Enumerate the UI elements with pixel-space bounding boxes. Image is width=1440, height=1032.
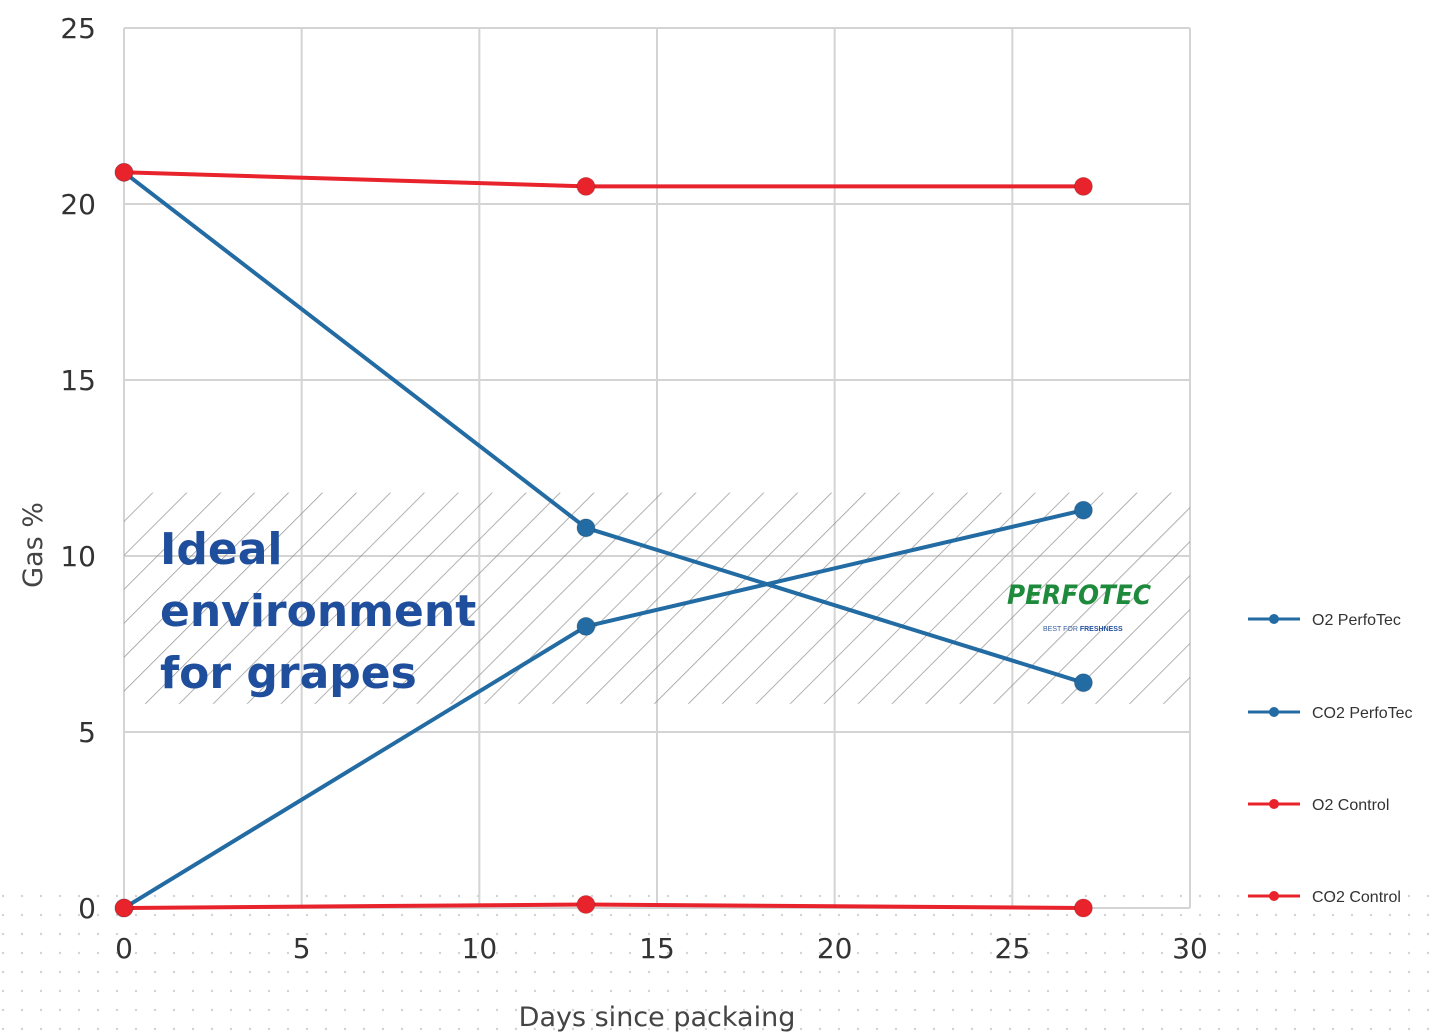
legend-marker-3	[1269, 891, 1279, 901]
series-2	[114, 162, 1093, 196]
x-tick-label-3: 15	[639, 932, 675, 965]
x-tick-label-2: 10	[462, 932, 498, 965]
legend-label-0: O2 PerfoTec	[1312, 612, 1401, 629]
x-tick-label-1: 5	[293, 932, 311, 965]
logo-tagline: BEST FOR FRESHNESS	[1043, 626, 1123, 633]
series-3-point-0	[114, 898, 134, 918]
zone-label-line-1: Ideal	[160, 524, 282, 575]
zone-label-line-2: environment	[160, 586, 476, 637]
legend-item-1: CO2 PerfoTec	[1248, 705, 1412, 722]
legend: O2 PerfoTec CO2 PerfoTec O2 Control CO2 Con…	[1248, 612, 1412, 906]
legend-marker-0	[1269, 614, 1279, 624]
series-lines	[114, 162, 1093, 918]
x-tick-label-0: 0	[115, 932, 133, 965]
y-axis-title: Gas %	[18, 502, 49, 588]
legend-label-2: O2 Control	[1312, 797, 1389, 814]
zone-label-line-3: for grapes	[160, 648, 417, 699]
series-0-point-2	[1073, 673, 1093, 693]
series-1-point-2	[1073, 500, 1093, 520]
series-2-point-2	[1073, 176, 1093, 196]
legend-label-3: CO2 Control	[1312, 889, 1401, 906]
legend-marker-1	[1269, 707, 1279, 717]
legend-item-3: CO2 Control	[1248, 889, 1401, 906]
logo-wordmark: PERFOTEC	[1007, 580, 1151, 611]
series-0-point-1	[576, 518, 596, 538]
legend-item-2: O2 Control	[1248, 797, 1389, 814]
y-tick-label-0: 0	[78, 892, 96, 925]
y-tick-label-2: 10	[60, 540, 96, 573]
y-axis-ticks: 0 5 10 15 20 25	[60, 12, 96, 925]
legend-marker-2	[1269, 799, 1279, 809]
series-3-point-2	[1073, 898, 1093, 918]
y-tick-label-5: 25	[60, 12, 96, 45]
y-tick-label-1: 5	[78, 716, 96, 749]
ideal-zone-label: Ideal environment for grapes	[160, 524, 476, 699]
series-2-point-1	[576, 176, 596, 196]
x-tick-label-5: 25	[995, 932, 1031, 965]
series-1-point-1	[576, 616, 596, 636]
legend-item-0: O2 PerfoTec	[1248, 612, 1401, 629]
perfotec-logo: PERFOTEC BEST FOR FRESHNESS	[1007, 580, 1151, 633]
x-axis-ticks: 0 5 10 15 20 25 30	[115, 932, 1208, 965]
series-3-point-1	[576, 894, 596, 914]
x-tick-label-4: 20	[817, 932, 853, 965]
legend-label-1: CO2 PerfoTec	[1312, 705, 1412, 722]
series-2-point-0	[114, 162, 134, 182]
series-3	[114, 894, 1093, 918]
x-axis-title: Days since packaing	[519, 1002, 796, 1032]
y-tick-label-3: 15	[60, 364, 96, 397]
x-tick-label-6: 30	[1172, 932, 1208, 965]
y-tick-label-4: 20	[60, 188, 96, 221]
